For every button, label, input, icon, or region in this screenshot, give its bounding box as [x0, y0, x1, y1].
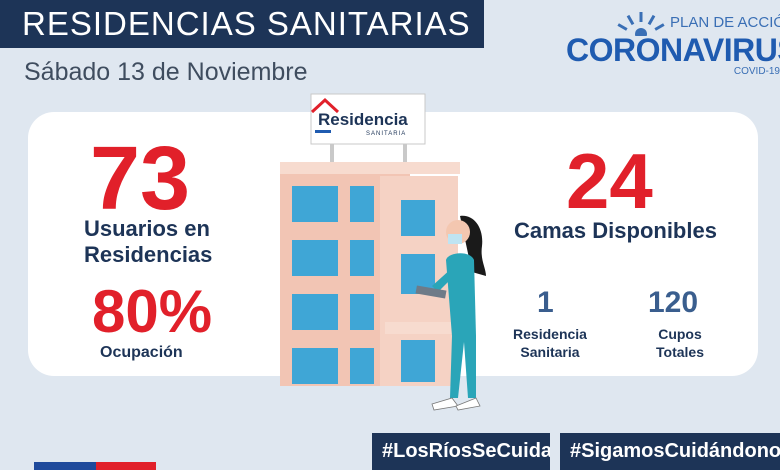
nurse-illustration: [415, 215, 486, 411]
flag-strip-blue: [34, 462, 96, 470]
sign-board: [310, 93, 426, 145]
brand-label: CORONAVIRUS: [566, 32, 780, 68]
cupos-label: Cupos Totales: [640, 326, 720, 361]
plan-de-accion-logo: PLAN DE ACCIÓN CORONAVIRUS COVID-19: [560, 8, 780, 78]
page-title: RESIDENCIAS SANITARIAS: [0, 0, 484, 48]
cupos-label-line-2: Totales: [656, 343, 704, 360]
cupos-label-line-1: Cupos: [658, 326, 702, 342]
sun-rays-icon: [617, 12, 665, 36]
covid-label: COVID-19: [733, 66, 780, 77]
residencia-sign-sublabel: SANITARIA: [366, 131, 407, 137]
plan-label: PLAN DE ACCIÓN: [670, 14, 780, 31]
ocupacion-label: Ocupación: [100, 344, 183, 361]
hashtag-sigamos: #SigamosCuidándonos: [560, 433, 780, 470]
residencias-label: Residencia Sanitaria: [510, 326, 590, 361]
hashtag-los-rios: #LosRíosSeCuida: [372, 433, 550, 470]
usuarios-label-line-2: Residencias: [84, 241, 213, 267]
usuarios-label-line-1: Usuarios en: [84, 216, 210, 241]
usuarios-value: 73: [90, 129, 191, 229]
camas-label: Camas Disponibles: [514, 218, 717, 243]
usuarios-label: Usuarios en Residencias: [84, 216, 212, 268]
residencias-label-line-2: Sanitaria: [520, 343, 580, 360]
cupos-value: 120: [648, 286, 699, 319]
date-label: Sábado 13 de Noviembre: [24, 58, 308, 86]
residencias-value: 1: [537, 286, 554, 319]
ocupacion-value: 80%: [92, 278, 213, 345]
residence-building-illustration: [280, 93, 460, 386]
residencias-label-line-1: Residencia: [513, 326, 587, 342]
flag-strip-red: [96, 462, 156, 470]
house-roof-icon: [310, 97, 340, 114]
camas-value: 24: [566, 137, 653, 225]
residencia-sign-label: Residencia: [318, 110, 408, 129]
